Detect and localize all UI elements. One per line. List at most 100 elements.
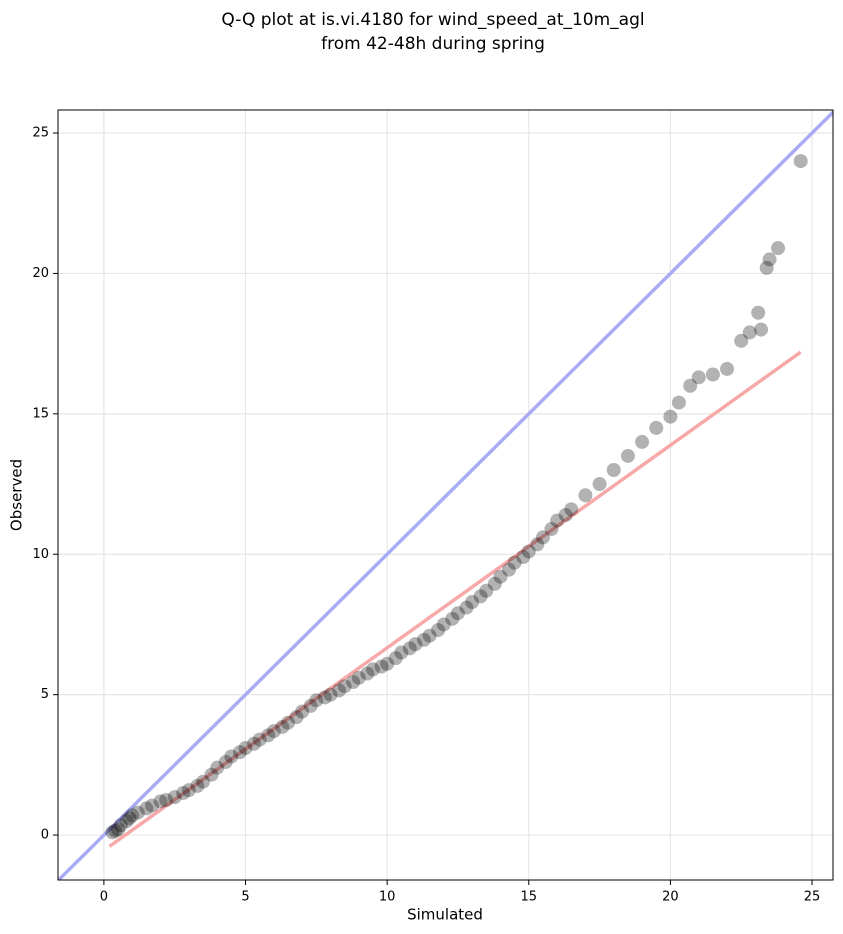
point <box>771 241 786 256</box>
point <box>365 662 380 677</box>
point <box>793 154 808 169</box>
point <box>578 488 593 503</box>
point <box>516 550 531 565</box>
point <box>247 736 262 751</box>
point <box>108 823 123 838</box>
point <box>261 728 276 743</box>
point <box>422 628 437 643</box>
point <box>111 822 126 837</box>
point <box>224 749 239 764</box>
y-tick-label: 20 <box>32 266 49 281</box>
point <box>190 778 205 793</box>
point <box>402 641 417 656</box>
point <box>754 322 769 337</box>
point <box>119 814 134 829</box>
y-tick-label: 15 <box>32 406 49 421</box>
point <box>705 367 720 382</box>
point <box>105 825 120 840</box>
point <box>125 808 140 823</box>
point <box>176 785 191 800</box>
point <box>113 818 128 833</box>
point <box>252 732 267 747</box>
point <box>289 710 304 725</box>
point <box>232 745 247 760</box>
point <box>346 675 361 690</box>
y-tick-label: 25 <box>32 126 49 141</box>
point <box>145 798 160 813</box>
point <box>544 521 559 536</box>
point <box>445 611 460 626</box>
point <box>635 434 650 449</box>
x-tick-label: 20 <box>662 890 679 905</box>
point <box>683 378 698 393</box>
point <box>380 656 395 671</box>
chart-title: Q-Q plot at is.vi.4180 for wind_speed_at… <box>221 10 644 30</box>
point <box>374 659 389 674</box>
point <box>351 670 366 685</box>
point <box>473 589 488 604</box>
point <box>720 361 735 376</box>
x-tick-label: 25 <box>804 890 821 905</box>
point <box>303 698 318 713</box>
point <box>620 448 635 463</box>
point <box>139 801 154 816</box>
point <box>450 606 465 621</box>
y-tick-label: 5 <box>41 687 49 702</box>
point <box>493 569 508 584</box>
point <box>309 693 324 708</box>
point <box>431 623 446 638</box>
point <box>592 477 607 492</box>
chart-title: from 42-48h during spring <box>321 34 545 54</box>
point <box>238 741 253 756</box>
point <box>295 704 310 719</box>
point <box>550 513 565 528</box>
point <box>501 562 516 577</box>
point <box>408 637 423 652</box>
reference-line <box>58 110 833 880</box>
ticks: 0 5 10 15 20 25 0 5 10 15 20 25 <box>32 126 820 905</box>
point <box>530 537 545 552</box>
point <box>266 724 281 739</box>
point <box>762 252 777 267</box>
point <box>507 555 522 570</box>
x-axis-label: Simulated <box>407 906 483 924</box>
point <box>122 811 137 826</box>
y-tick-label: 10 <box>32 547 49 562</box>
reference-line <box>108 350 802 848</box>
point <box>196 774 211 789</box>
point <box>323 687 338 702</box>
point <box>649 420 664 435</box>
x-tick-label: 15 <box>521 890 538 905</box>
point <box>751 305 766 320</box>
point <box>159 792 174 807</box>
point <box>671 395 686 410</box>
plot-area <box>58 110 833 880</box>
x-tick-label: 10 <box>379 890 396 905</box>
point <box>742 325 757 340</box>
point <box>459 600 474 615</box>
point <box>558 507 573 522</box>
point <box>210 760 225 775</box>
point <box>275 719 290 734</box>
point <box>521 544 536 559</box>
point <box>281 715 296 730</box>
point <box>394 645 409 660</box>
point <box>606 463 621 478</box>
x-tick-label: 0 <box>100 890 108 905</box>
point <box>167 790 182 805</box>
point <box>564 502 579 517</box>
point <box>436 617 451 632</box>
point <box>479 583 494 598</box>
point <box>153 794 168 809</box>
point <box>535 530 550 545</box>
y-axis-label: Observed <box>8 459 26 531</box>
y-tick-label: 0 <box>41 828 49 843</box>
point <box>317 690 332 705</box>
point <box>337 679 352 694</box>
point <box>181 783 196 798</box>
point <box>663 409 678 424</box>
point <box>487 576 502 591</box>
axes-frame <box>57 109 834 881</box>
point <box>331 683 346 698</box>
